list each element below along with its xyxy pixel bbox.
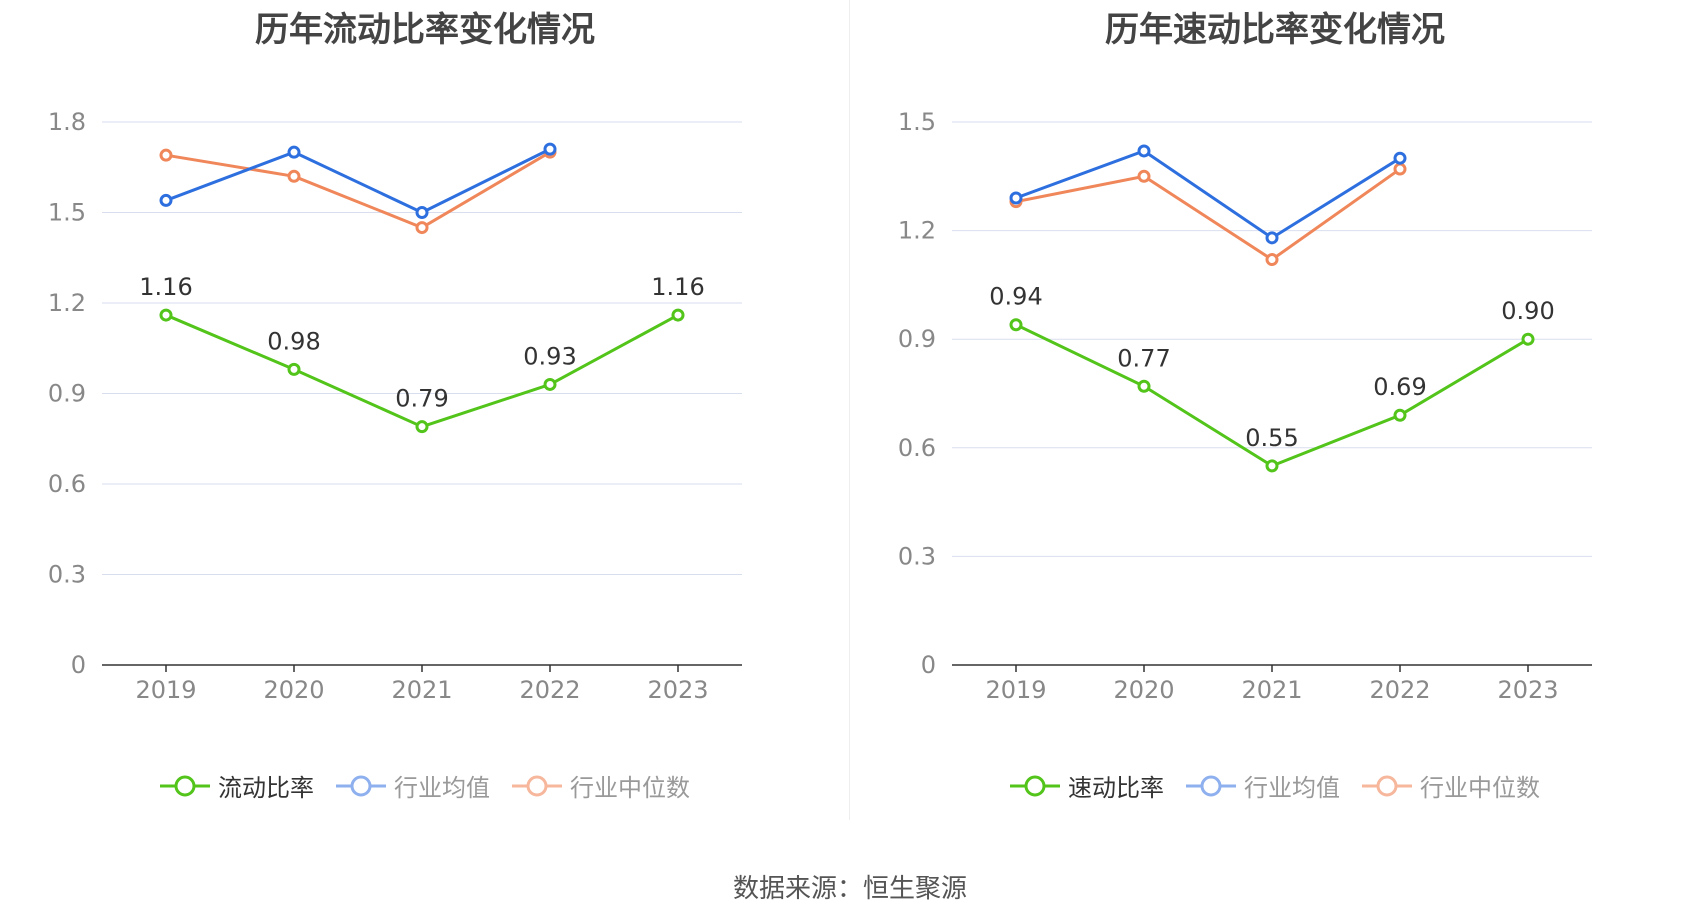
y-tick-label: 0.6 (48, 470, 86, 498)
data-point-average (1137, 144, 1151, 158)
data-point-company (159, 308, 173, 322)
data-point-median (287, 169, 301, 183)
data-point-company (1009, 318, 1023, 332)
data-point-median (1393, 162, 1407, 176)
line-chart-quick-ratio: 0 0.3 0.6 0.9 1.2 1.5 2019 2020 2021 2022 2023 0.94… (898, 108, 1592, 704)
line-chart-current-ratio: 0 0.3 0.6 0.9 1.2 1.5 1.8 2019 2020 2021 2022 2023 1… (48, 108, 742, 704)
data-point-company (1265, 459, 1279, 473)
y-tick-label: 0 (71, 651, 86, 679)
legend-line-icon (1010, 775, 1060, 796)
chart-panel-quick-ratio: 历年速动比率变化情况 0 0.3 0.6 0.9 1.2 1.5 2019 2020 2021 2… (850, 0, 1700, 820)
legend-item-company[interactable]: 流动比率 (160, 768, 314, 803)
legend-label: 行业中位数 (1420, 774, 1540, 802)
x-tick-label: 2019 (985, 676, 1046, 704)
series-line-median (165, 150, 551, 230)
data-point-company (671, 308, 685, 322)
data-point-company (287, 362, 301, 376)
data-label: 0.55 (1245, 424, 1298, 452)
legend-label: 速动比率 (1068, 774, 1164, 802)
x-tick-label: 2020 (1113, 676, 1174, 704)
y-tick-label: 1.2 (898, 217, 936, 245)
legend-line-icon (1362, 775, 1412, 796)
data-point-average (1393, 151, 1407, 165)
legend-line-icon (1186, 775, 1236, 796)
data-source-note: 数据来源：恒生聚源 (732, 874, 967, 904)
y-tick-label: 0.9 (898, 325, 936, 353)
series-line-average (1015, 149, 1401, 240)
data-point-median (159, 148, 173, 162)
legend: 速动比率 行业均值 行业中位数 (850, 768, 1700, 803)
data-point-average (1265, 231, 1279, 245)
legend-item-median[interactable]: 行业中位数 (512, 768, 690, 803)
chart-title: 历年流动比率变化情况 (255, 10, 595, 50)
series-line-median (1015, 167, 1401, 262)
data-point-average (543, 142, 557, 156)
data-point-average (1009, 191, 1023, 205)
data-label: 0.77 (1117, 344, 1170, 372)
data-label: 0.90 (1501, 297, 1554, 325)
y-tick-label: 1.8 (48, 108, 86, 136)
y-tick-label: 0.9 (48, 380, 86, 408)
data-label: 1.16 (139, 273, 192, 301)
data-point-company (543, 377, 557, 391)
data-point-company (1137, 379, 1151, 393)
legend-item-average[interactable]: 行业均值 (1186, 768, 1340, 803)
data-point-company (1393, 408, 1407, 422)
data-label: 0.69 (1373, 373, 1426, 401)
panel-divider (849, 0, 850, 820)
series-line-average (165, 147, 551, 214)
x-tick-label: 2022 (1369, 676, 1430, 704)
chart-panel-current-ratio: 历年流动比率变化情况 0 0.3 0.6 0.9 1.2 1.5 1.8 2019 2020 20… (0, 0, 850, 820)
legend-label: 行业中位数 (570, 774, 690, 802)
legend-line-icon (512, 775, 562, 796)
y-tick-label: 0.3 (898, 542, 936, 570)
x-tick-label: 2023 (1497, 676, 1558, 704)
legend-item-average[interactable]: 行业均值 (336, 768, 490, 803)
legend-label: 行业均值 (1244, 774, 1340, 802)
y-tick-label: 0.6 (898, 434, 936, 462)
data-point-average (287, 145, 301, 159)
x-tick-label: 2021 (391, 676, 452, 704)
data-point-median (1137, 169, 1151, 183)
legend-line-icon (160, 775, 210, 796)
data-point-median (415, 221, 429, 235)
legend-label: 流动比率 (218, 774, 314, 802)
y-tick-label: 0 (921, 651, 936, 679)
x-tick-label: 2022 (519, 676, 580, 704)
y-tick-label: 0.3 (48, 561, 86, 589)
legend: 流动比率 行业均值 行业中位数 (0, 768, 850, 803)
data-label: 0.93 (523, 342, 576, 370)
x-tick-label: 2020 (263, 676, 324, 704)
legend-item-company[interactable]: 速动比率 (1010, 768, 1164, 803)
legend-item-median[interactable]: 行业中位数 (1362, 768, 1540, 803)
data-label: 0.94 (989, 283, 1042, 311)
y-tick-label: 1.2 (48, 289, 86, 317)
data-point-company (1521, 332, 1535, 346)
data-point-average (159, 193, 173, 207)
legend-label: 行业均值 (394, 774, 490, 802)
data-point-median (1265, 253, 1279, 267)
y-tick-label: 1.5 (898, 108, 936, 136)
data-label: 0.98 (267, 327, 320, 355)
data-label: 0.79 (395, 385, 448, 413)
x-tick-label: 2019 (135, 676, 196, 704)
chart-title: 历年速动比率变化情况 (1105, 10, 1445, 50)
data-point-average (415, 206, 429, 219)
x-tick-label: 2021 (1241, 676, 1302, 704)
data-point-company (415, 420, 429, 434)
legend-line-icon (336, 775, 386, 796)
x-tick-label: 2023 (647, 676, 708, 704)
data-label: 1.16 (651, 273, 704, 301)
y-tick-label: 1.5 (48, 199, 86, 227)
